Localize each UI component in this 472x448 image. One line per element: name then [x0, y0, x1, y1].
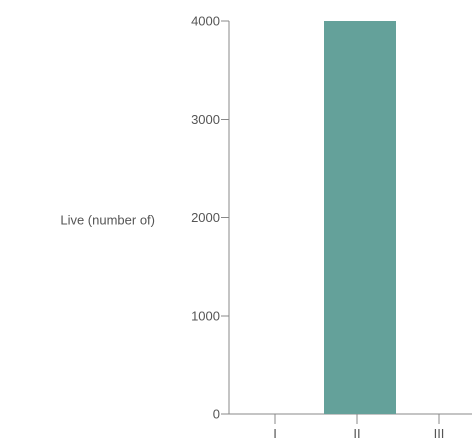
x-tick-label: II	[353, 426, 360, 441]
y-tick-label: 1000	[191, 308, 220, 323]
y-axis-label: Live (number of)	[60, 213, 155, 228]
x-tick-label: III	[434, 426, 445, 441]
y-tick-label: 0	[213, 407, 220, 422]
x-tick-label: I	[273, 426, 277, 441]
y-tick-label: 4000	[191, 14, 220, 29]
bar-II	[324, 21, 396, 414]
y-axis: 0 1000 2000 3000 4000	[191, 14, 230, 422]
x-axis: I II III	[229, 413, 472, 441]
bars-group	[324, 21, 396, 414]
y-tick-label: 2000	[191, 210, 220, 225]
y-tick-label: 3000	[191, 112, 220, 127]
